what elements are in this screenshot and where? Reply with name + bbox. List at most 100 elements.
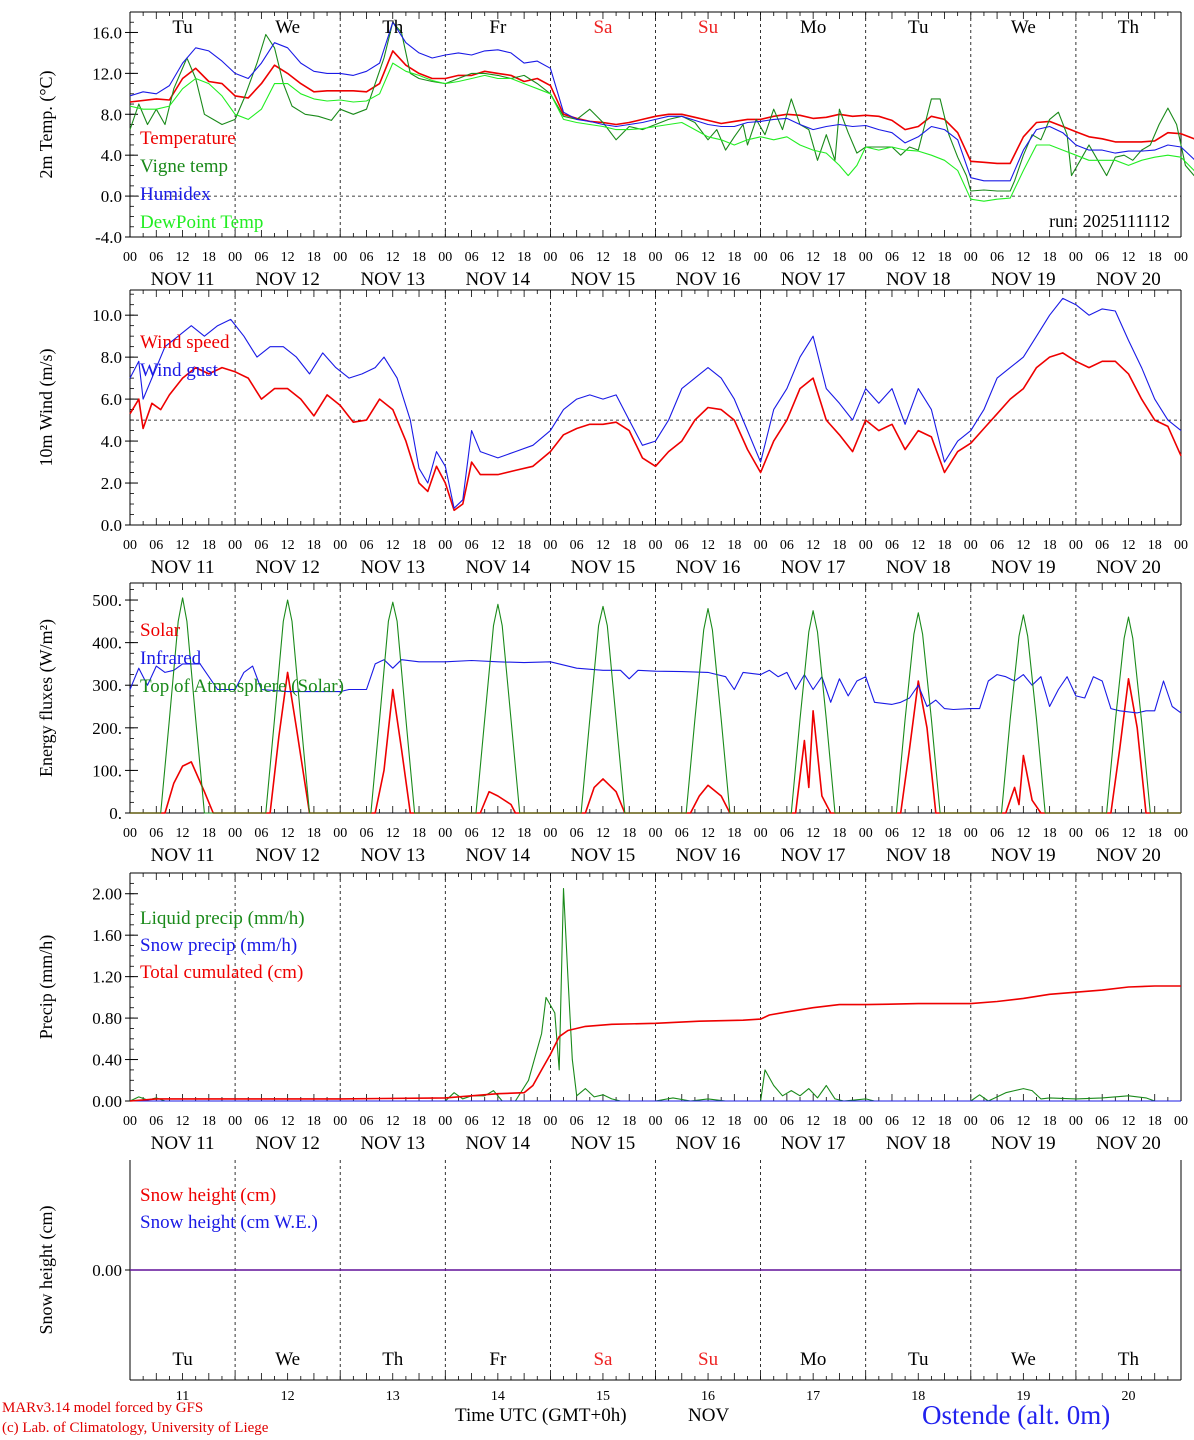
hour-label: 00 xyxy=(1174,250,1188,265)
hour-label: 12 xyxy=(281,538,295,553)
hour-label: 00 xyxy=(543,826,557,841)
hour-label: 18 xyxy=(622,1114,636,1129)
hour-label: 00 xyxy=(649,250,663,265)
day-number: 15 xyxy=(596,1389,610,1404)
legend-entry: Wind speed xyxy=(140,332,230,353)
hour-label: 12 xyxy=(806,538,820,553)
y-tick-label: 12.0 xyxy=(92,64,122,83)
hour-label: 00 xyxy=(1069,538,1083,553)
date-label: NOV 12 xyxy=(255,845,320,866)
hour-label: 18 xyxy=(307,826,321,841)
hour-label: 18 xyxy=(412,826,426,841)
hour-label: 06 xyxy=(149,250,163,265)
date-label: NOV 20 xyxy=(1096,557,1161,578)
day-name-bottom: We xyxy=(275,1349,300,1370)
hour-label: 00 xyxy=(228,250,242,265)
day-name-bottom: Mo xyxy=(800,1349,826,1370)
day-name-bottom: Tu xyxy=(172,1349,193,1370)
run-label: run: 2025111112 xyxy=(1049,211,1170,231)
y-tick-label: 2.00 xyxy=(92,885,122,904)
date-label: NOV 19 xyxy=(991,269,1056,290)
hour-label: 06 xyxy=(570,250,584,265)
hour-label: 00 xyxy=(964,250,978,265)
date-label: NOV 13 xyxy=(360,845,425,866)
hour-label: 06 xyxy=(1095,250,1109,265)
y-tick-label: 0.00 xyxy=(92,1092,122,1111)
date-label: NOV 17 xyxy=(781,1133,846,1154)
hour-label: 18 xyxy=(517,826,531,841)
hour-label: 06 xyxy=(465,538,479,553)
hour-label: 00 xyxy=(123,1114,137,1129)
series-line-vigne-temp xyxy=(129,21,1194,192)
hour-label: 06 xyxy=(359,538,373,553)
hour-label: 06 xyxy=(465,250,479,265)
hour-label: 00 xyxy=(964,1114,978,1129)
hour-label: 06 xyxy=(990,1114,1004,1129)
hour-label: 06 xyxy=(990,538,1004,553)
hour-label: 12 xyxy=(701,538,715,553)
hour-label: 00 xyxy=(333,538,347,553)
y-tick-label: 16.0 xyxy=(92,23,122,42)
hour-label: 06 xyxy=(1095,826,1109,841)
hour-label: 12 xyxy=(1121,1114,1135,1129)
series-line-total-cumulated-cm- xyxy=(129,985,1181,1102)
date-label: NOV 17 xyxy=(781,557,846,578)
date-label: NOV 20 xyxy=(1096,845,1161,866)
hour-label: 00 xyxy=(859,826,873,841)
hour-label: 00 xyxy=(754,826,768,841)
hour-label: 06 xyxy=(675,826,689,841)
hour-label: 12 xyxy=(911,826,925,841)
date-label: NOV 17 xyxy=(781,845,846,866)
hour-label: 06 xyxy=(465,1114,479,1129)
hour-label: 18 xyxy=(727,538,741,553)
date-label: NOV 11 xyxy=(151,557,215,578)
legend-entry: Temperature xyxy=(140,128,236,149)
date-label: NOV 19 xyxy=(991,1133,1056,1154)
hour-label: 06 xyxy=(570,538,584,553)
hour-label: 06 xyxy=(254,538,268,553)
legend-entry: Liquid precip (mm/h) xyxy=(140,908,305,929)
y-tick-label: 10.0 xyxy=(92,306,122,325)
date-label: NOV 14 xyxy=(466,269,531,290)
hour-label: 18 xyxy=(727,826,741,841)
day-name-top: Sa xyxy=(593,17,613,38)
series-line-wind-speed xyxy=(129,352,1182,512)
hour-label: 00 xyxy=(543,538,557,553)
y-tick-label: 300. xyxy=(92,676,122,695)
hour-label: 12 xyxy=(1121,250,1135,265)
hour-label: 00 xyxy=(228,538,242,553)
hour-label: 12 xyxy=(911,538,925,553)
hour-label: 00 xyxy=(649,826,663,841)
hour-label: 18 xyxy=(412,250,426,265)
hour-label: 12 xyxy=(386,826,400,841)
date-label: NOV 11 xyxy=(151,269,215,290)
date-label: NOV 15 xyxy=(571,1133,636,1154)
y-tick-label: 500. xyxy=(92,591,122,610)
day-number: 19 xyxy=(1016,1389,1030,1404)
hour-label: 12 xyxy=(1121,826,1135,841)
hour-label: 00 xyxy=(859,538,873,553)
hour-label: 18 xyxy=(1148,538,1162,553)
date-label: NOV 18 xyxy=(886,269,951,290)
hour-label: 18 xyxy=(517,250,531,265)
legend-entry: DewPoint Temp xyxy=(140,212,263,233)
hour-label: 00 xyxy=(1174,538,1188,553)
day-name-bottom: Th xyxy=(382,1349,404,1370)
hour-label: 18 xyxy=(412,1114,426,1129)
hour-label: 06 xyxy=(885,250,899,265)
hour-label: 18 xyxy=(1043,1114,1057,1129)
hour-label: 18 xyxy=(1043,250,1057,265)
y-tick-label: 6.0 xyxy=(101,390,122,409)
hour-label: 06 xyxy=(149,826,163,841)
legend-entry: Snow height (cm W.E.) xyxy=(140,1212,318,1233)
hour-label: 12 xyxy=(176,826,190,841)
hour-label: 00 xyxy=(964,538,978,553)
y-tick-label: 0.0 xyxy=(101,516,122,535)
hour-label: 06 xyxy=(254,826,268,841)
hour-label: 12 xyxy=(1016,826,1030,841)
y-axis-title: Precip (mm/h) xyxy=(36,935,57,1039)
y-tick-label: 400. xyxy=(92,634,122,653)
y-tick-label: 0.0 xyxy=(101,187,122,206)
panel-2: 0.0 2.0 4.0 6.0 8.0 10.0 10m Wind (m/s) Wind sp… xyxy=(36,289,1188,578)
hour-label: 12 xyxy=(806,250,820,265)
